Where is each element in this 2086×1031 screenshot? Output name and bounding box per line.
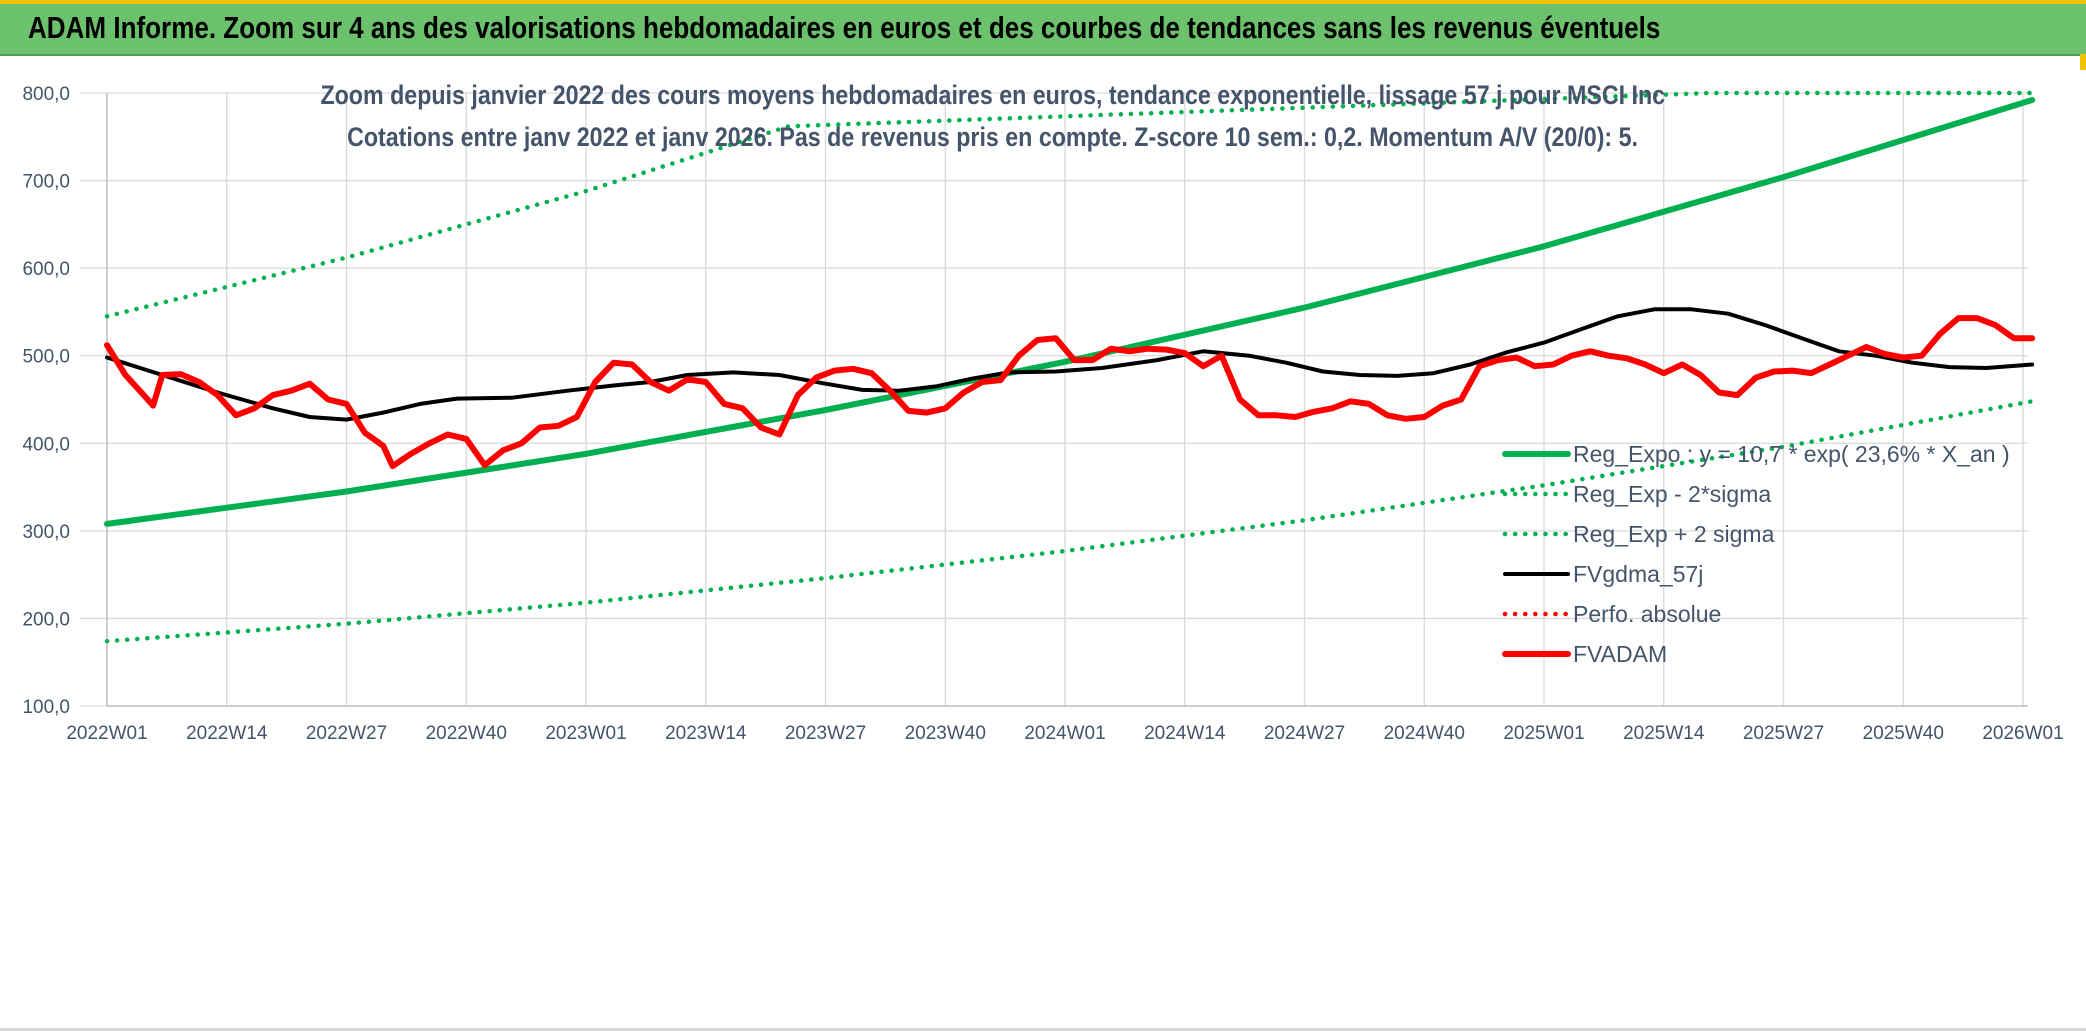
x-tick-label: 2025W40 <box>1863 723 1944 744</box>
legend-label: FVgdma_57j <box>1573 561 1703 587</box>
x-tick-label: 2024W27 <box>1264 723 1345 744</box>
x-tick-label: 2023W40 <box>905 723 986 744</box>
x-tick-label: 2023W27 <box>785 723 866 744</box>
x-tick-label: 2026W01 <box>1982 723 2063 744</box>
x-tick-label: 2025W14 <box>1623 723 1705 744</box>
y-tick-label: 500,0 <box>22 347 70 368</box>
legend-label: Reg_Exp + 2 sigma <box>1573 521 1775 547</box>
chart-series <box>104 90 2036 644</box>
series-line-3 <box>105 307 2035 422</box>
y-axis-ticks: 100,0 200,0 300,0 400,0 500,0 600,0 700,0 800,0 <box>22 84 70 718</box>
corner-accent <box>2080 54 2086 70</box>
legend-label: FVADAM <box>1573 641 1667 667</box>
y-tick-label: 100,0 <box>22 697 70 718</box>
report-title: ADAM Informe. Zoom sur 4 ans des valoris… <box>28 10 1661 45</box>
chart-title: Zoom depuis janvier 2022 des cours moyen… <box>320 80 1666 110</box>
y-tick-label: 800,0 <box>22 84 70 105</box>
x-tick-label: 2023W01 <box>545 723 626 744</box>
y-tick-label: 700,0 <box>22 172 70 193</box>
legend-label: Reg_Exp - 2*sigma <box>1573 481 1771 507</box>
legend-label: Reg_Expo : y = 10,7 * exp( 23,6% * X_an … <box>1573 441 2010 467</box>
y-tick-label: 200,0 <box>22 609 70 630</box>
series-line-5 <box>104 315 2036 470</box>
x-tick-label: 2022W27 <box>306 723 387 744</box>
x-tick-label: 2022W14 <box>186 723 268 744</box>
chart-legend: Reg_Expo : y = 10,7 * exp( 23,6% * X_an … <box>1502 441 2010 667</box>
series-line-1 <box>104 399 2035 644</box>
x-tick-label: 2024W14 <box>1144 723 1226 744</box>
x-tick-label: 2022W01 <box>66 723 147 744</box>
y-tick-label: 400,0 <box>22 434 70 455</box>
chart-grid <box>80 92 2028 707</box>
y-tick-label: 300,0 <box>22 522 70 543</box>
x-tick-label: 2025W27 <box>1743 723 1824 744</box>
series-line-0 <box>104 97 2036 527</box>
x-tick-label: 2024W40 <box>1384 723 1465 744</box>
bottom-border <box>0 1028 2086 1031</box>
x-axis-ticks: 2022W01 2022W14 2022W27 2022W40 2023W01 2023W… <box>66 723 2063 744</box>
chart-subtitle: Cotations entre janv 2022 et janv 2026. … <box>347 122 1639 152</box>
legend-label: Perfo. absolue <box>1573 601 1721 627</box>
x-tick-label: 2025W01 <box>1503 723 1584 744</box>
x-tick-label: 2024W01 <box>1024 723 1105 744</box>
report-banner: ADAM Informe. Zoom sur 4 ans des valoris… <box>0 4 2086 56</box>
x-tick-label: 2023W14 <box>665 723 747 744</box>
x-tick-label: 2022W40 <box>426 723 507 744</box>
y-tick-label: 600,0 <box>22 259 70 280</box>
top-accent-line <box>0 0 2086 4</box>
